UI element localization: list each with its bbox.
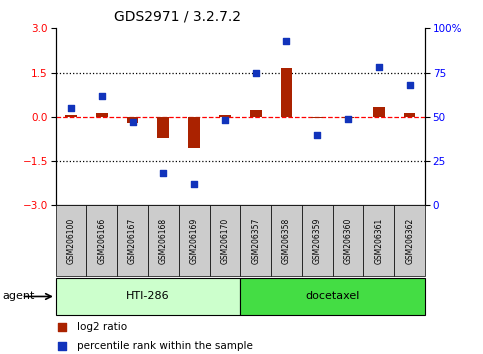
- Bar: [127, 117, 138, 123]
- Bar: [312, 117, 323, 118]
- Bar: [373, 107, 384, 117]
- Bar: [394, 205, 425, 276]
- Point: [375, 64, 383, 70]
- Bar: [56, 205, 86, 276]
- Bar: [65, 115, 77, 117]
- Point: [406, 82, 413, 88]
- Text: GSM206361: GSM206361: [374, 218, 384, 264]
- Point: [283, 38, 290, 44]
- Text: GSM206167: GSM206167: [128, 218, 137, 264]
- Bar: [56, 278, 241, 315]
- Text: GSM206357: GSM206357: [251, 217, 260, 264]
- Bar: [157, 117, 169, 138]
- Bar: [240, 278, 425, 315]
- Bar: [333, 205, 364, 276]
- Bar: [302, 205, 333, 276]
- Point: [313, 132, 321, 137]
- Text: GSM206166: GSM206166: [97, 218, 106, 264]
- Text: GSM206100: GSM206100: [67, 218, 75, 264]
- Text: GSM206359: GSM206359: [313, 217, 322, 264]
- Point: [344, 116, 352, 121]
- Point: [159, 171, 167, 176]
- Point: [252, 70, 259, 75]
- Bar: [281, 68, 292, 117]
- Text: GDS2971 / 3.2.7.2: GDS2971 / 3.2.7.2: [114, 9, 241, 23]
- Point: [221, 118, 229, 123]
- Bar: [342, 117, 354, 118]
- Bar: [117, 205, 148, 276]
- Bar: [210, 205, 240, 276]
- Bar: [86, 205, 117, 276]
- Text: HTI-286: HTI-286: [126, 291, 170, 302]
- Point: [67, 105, 75, 111]
- Text: GSM206168: GSM206168: [159, 218, 168, 264]
- Text: docetaxel: docetaxel: [305, 291, 360, 302]
- Bar: [179, 205, 210, 276]
- Bar: [96, 113, 108, 117]
- Text: GSM206358: GSM206358: [282, 218, 291, 264]
- Bar: [250, 110, 261, 117]
- Bar: [271, 205, 302, 276]
- Bar: [404, 113, 415, 117]
- Point: [190, 181, 198, 187]
- Text: GSM206170: GSM206170: [220, 218, 229, 264]
- Bar: [364, 205, 394, 276]
- Text: GSM206362: GSM206362: [405, 218, 414, 264]
- Point: [128, 119, 136, 125]
- Point: [58, 324, 66, 330]
- Point: [58, 343, 66, 349]
- Text: log2 ratio: log2 ratio: [77, 322, 127, 332]
- Point: [98, 93, 106, 98]
- Bar: [240, 205, 271, 276]
- Text: GSM206360: GSM206360: [343, 217, 353, 264]
- Bar: [188, 117, 200, 148]
- Text: agent: agent: [2, 291, 35, 302]
- Bar: [148, 205, 179, 276]
- Bar: [219, 115, 231, 117]
- Text: GSM206169: GSM206169: [190, 218, 199, 264]
- Text: percentile rank within the sample: percentile rank within the sample: [77, 341, 253, 351]
